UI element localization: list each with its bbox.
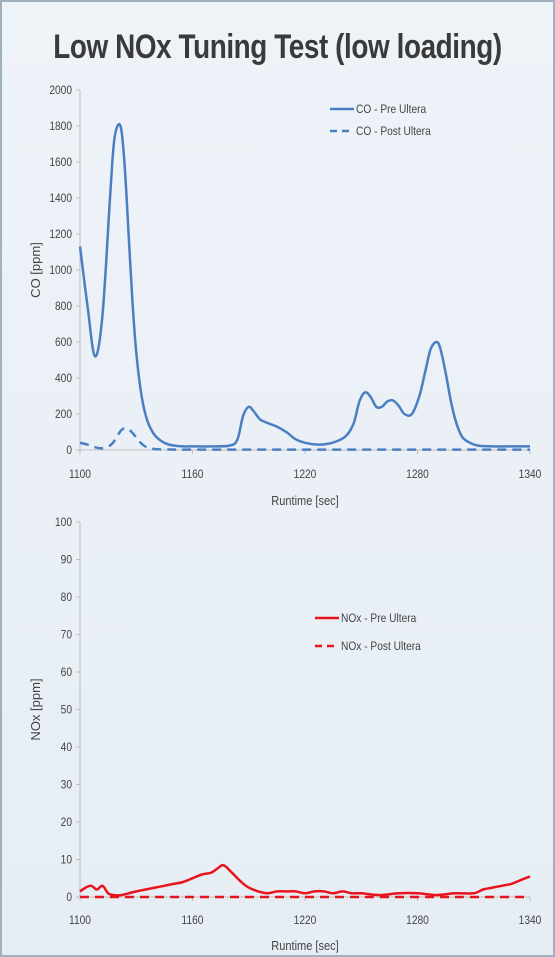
y-axis-label: NOx [ppm] (28, 678, 43, 740)
y-tick-label: 200 (55, 408, 72, 421)
y-tick-label: 1600 (49, 156, 72, 169)
y-tick-label: 70 (61, 629, 72, 642)
x-tick-label: 1280 (406, 914, 429, 927)
legend-label-1: CO - Pre Ultera (356, 103, 427, 116)
series-line-1 (78, 122, 530, 448)
x-tick-label: 1160 (182, 468, 204, 481)
y-tick-label: 20 (61, 816, 72, 829)
y-tick-label: 400 (55, 372, 72, 385)
y-tick-label: 90 (61, 554, 72, 567)
chart-title: Low NOx Tuning Test (low loading) (53, 28, 502, 66)
x-axis-label: Runtime [sec] (271, 938, 338, 953)
y-tick-label: 1400 (49, 192, 72, 205)
series-line-1 (79, 863, 531, 897)
x-axis-label: Runtime [sec] (271, 493, 338, 508)
x-tick-label: 1220 (294, 914, 317, 927)
legend-label-1: NOx - Pre Ultera (341, 612, 417, 625)
y-tick-label: 50 (61, 704, 72, 717)
y-axis-label: CO [ppm] (28, 242, 43, 298)
x-tick-label: 1160 (182, 914, 204, 927)
x-tick-label: 1340 (519, 914, 542, 927)
legend-label-2: NOx - Post Ultera (341, 640, 422, 653)
x-tick-label: 1280 (406, 468, 429, 481)
x-tick-label: 1340 (519, 468, 542, 481)
x-tick-label: 1100 (69, 914, 91, 927)
y-tick-label: 2000 (49, 85, 72, 97)
legend-label-2: CO - Post Ultera (356, 125, 431, 138)
y-tick-label: 0 (66, 444, 72, 457)
y-tick-label: 30 (61, 779, 72, 792)
y-tick-label: 600 (55, 336, 72, 349)
y-tick-label: 0 (66, 891, 72, 904)
y-tick-label: 800 (55, 300, 72, 313)
y-tick-label: 40 (61, 741, 72, 754)
y-tick-label: 10 (61, 854, 72, 867)
y-tick-label: 80 (61, 591, 72, 604)
y-tick-label: 60 (61, 666, 72, 679)
x-tick-label: 1220 (294, 468, 317, 481)
series-line-2 (79, 426, 530, 451)
x-tick-label: 1100 (69, 468, 91, 481)
nox-chart: 0 10 20 30 40 50 60 70 80 90 100 1100 1160 1220 1280 13… (28, 516, 542, 953)
y-tick-label: 100 (55, 516, 72, 529)
y-tick-label: 1200 (49, 228, 72, 241)
y-tick-label: 1000 (49, 264, 72, 277)
co-chart: 0 200 400 600 800 1000 1200 1400 1600 1800 2000 110… (28, 85, 542, 508)
y-tick-label: 1800 (49, 120, 72, 133)
